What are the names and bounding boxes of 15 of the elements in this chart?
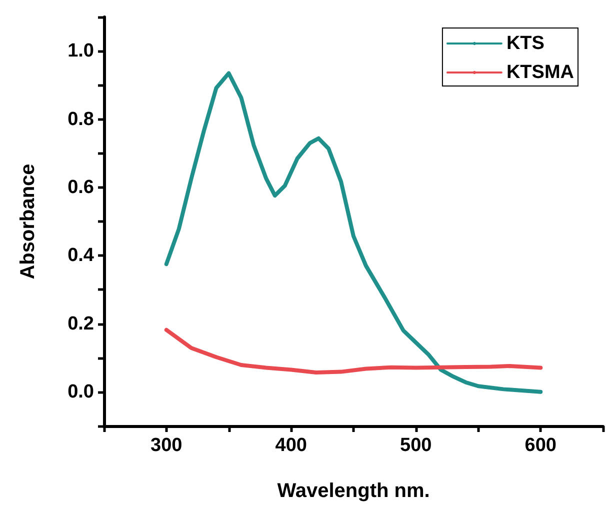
y-tick-label: 0.0 (68, 381, 94, 402)
y-tick-label: 0.6 (68, 176, 94, 198)
y-tick-label: 0.2 (68, 313, 94, 334)
line-series (164, 328, 543, 374)
y-tick-label: 0.8 (68, 108, 94, 130)
x-tick-label: 300 (150, 435, 182, 456)
legend-label: KTSMA (506, 62, 574, 83)
x-tick-label: 400 (275, 435, 307, 456)
x-tick-label: 500 (400, 435, 432, 456)
x-tick-label: 600 (524, 435, 556, 456)
y-tick-label: 1.0 (68, 40, 94, 62)
y-tick-label: 0.4 (68, 245, 94, 266)
x-axis-title: Wavelength nm. (277, 480, 430, 502)
legend-label: KTS (506, 33, 544, 54)
y-axis-title: Absorbance (17, 164, 39, 280)
